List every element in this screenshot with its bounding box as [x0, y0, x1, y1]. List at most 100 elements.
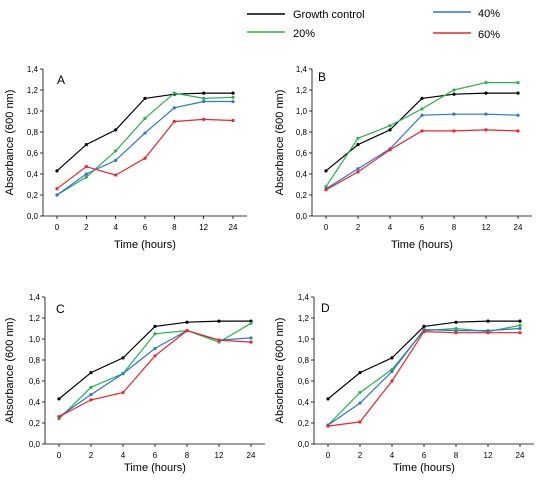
y-tick-label: 0,2 [27, 191, 39, 200]
data-point [326, 424, 330, 428]
data-point [143, 131, 147, 135]
data-point [89, 385, 93, 389]
y-tick-label: 0,8 [27, 128, 39, 137]
x-tick-label: 24 [247, 451, 256, 460]
legend-entry: 40% [433, 8, 500, 20]
series-line [58, 329, 252, 418]
data-point [516, 113, 520, 117]
data-point [420, 96, 424, 100]
data-point [114, 128, 118, 132]
y-tick-label: 1,4 [29, 293, 41, 302]
y-tick-label: 0,0 [27, 212, 39, 221]
y-tick-label: 0,2 [298, 419, 310, 428]
legend: Growth control 20% 40% 60% [247, 8, 500, 41]
data-point [486, 319, 490, 323]
legend-entry: 20% [247, 28, 315, 40]
data-point [486, 331, 490, 335]
data-point [358, 420, 362, 424]
data-point [420, 113, 424, 117]
y-tick-label: 0,0 [29, 440, 41, 449]
panel-label: C [56, 302, 65, 316]
y-tick-label: 0,8 [298, 356, 310, 365]
y-tick-label: 0,6 [298, 377, 310, 386]
y-axis-title: Absorbance (600 nm) [4, 90, 16, 196]
y-tick-label: 0,2 [296, 191, 308, 200]
data-point [153, 354, 157, 358]
series-60 [326, 330, 522, 428]
y-tick-label: 0,4 [27, 170, 39, 179]
legend-entry: 60% [433, 29, 500, 41]
x-tick-label: 8 [454, 451, 459, 460]
series-line [58, 329, 252, 418]
data-point [185, 320, 189, 324]
y-tick-label: 0,0 [298, 440, 310, 449]
y-tick-label: 0,2 [29, 419, 41, 428]
x-tick-label: 6 [422, 451, 427, 460]
series-line [327, 327, 521, 426]
data-point [420, 129, 424, 133]
y-tick-label: 1,0 [298, 335, 310, 344]
legend-label: 60% [478, 29, 500, 41]
x-tick-label: 4 [388, 223, 393, 232]
data-point [452, 88, 456, 92]
series-60 [57, 329, 253, 419]
x-tick-label: 2 [89, 451, 94, 460]
y-tick-label: 0,6 [29, 377, 41, 386]
series-line [325, 113, 519, 190]
y-tick-label: 1,2 [29, 314, 41, 323]
y-tick-label: 1,2 [27, 86, 39, 95]
data-point [231, 91, 235, 95]
series-line [58, 322, 252, 420]
x-tick-label: 6 [420, 223, 425, 232]
data-point [324, 188, 328, 192]
x-tick-label: 2 [356, 223, 361, 232]
x-tick-label: 2 [84, 223, 89, 232]
data-point [55, 193, 59, 197]
data-point [484, 91, 488, 95]
series-60 [55, 117, 235, 191]
data-point [454, 331, 458, 335]
panel-label: A [57, 73, 65, 87]
data-point [516, 129, 520, 133]
data-point [484, 128, 488, 132]
x-tick-label: 8 [452, 223, 457, 232]
data-point [249, 321, 253, 325]
data-point [89, 371, 93, 375]
data-point [153, 332, 157, 336]
data-point [172, 106, 176, 110]
x-tick-label: 0 [326, 451, 331, 460]
y-tick-label: 0,8 [296, 128, 308, 137]
y-tick-label: 0,8 [29, 356, 41, 365]
data-point [388, 148, 392, 152]
data-point [84, 143, 88, 147]
x-tick-label: 2 [358, 451, 363, 460]
data-point [358, 390, 362, 395]
data-point [454, 320, 458, 324]
data-point [172, 91, 176, 95]
series-growth-control [326, 319, 522, 401]
data-point [388, 124, 392, 128]
y-tick-label: 0,4 [29, 398, 41, 407]
y-axis-title: Absorbance (600 nm) [274, 318, 286, 424]
y-tick-label: 1,4 [298, 293, 310, 302]
y-tick-label: 1,0 [296, 107, 308, 116]
data-point [202, 96, 206, 100]
data-point [84, 165, 88, 169]
x-tick-label: 12 [484, 451, 493, 460]
y-tick-label: 1,4 [27, 65, 39, 74]
x-tick-label: 24 [516, 451, 525, 460]
data-point [231, 118, 235, 123]
x-tick-label: 4 [113, 223, 118, 232]
data-point [202, 117, 206, 121]
y-tick-label: 0,0 [296, 212, 308, 221]
data-point [231, 99, 235, 104]
data-point [356, 170, 360, 174]
x-tick-label: 4 [121, 451, 126, 460]
x-tick-label: 24 [514, 223, 523, 232]
data-point [516, 91, 520, 95]
x-tick-label: 0 [55, 223, 60, 232]
x-axis-title: Time (hours) [391, 239, 453, 251]
